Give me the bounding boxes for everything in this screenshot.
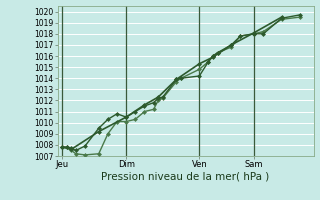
X-axis label: Pression niveau de la mer( hPa ): Pression niveau de la mer( hPa ) xyxy=(101,172,270,182)
